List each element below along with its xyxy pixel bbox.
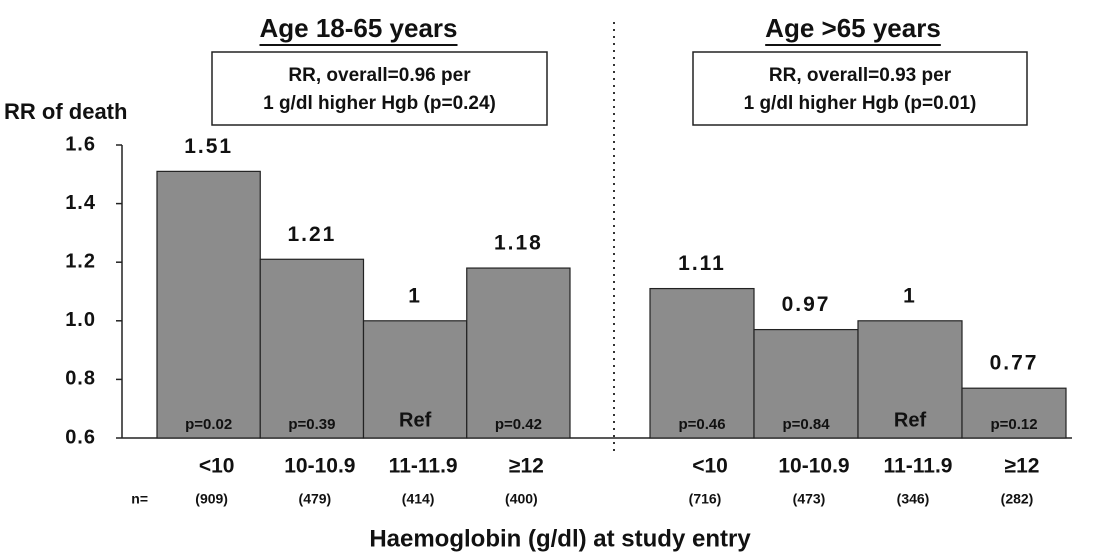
value-label: 0.97: [782, 293, 831, 316]
value-label: 1.18: [494, 232, 543, 255]
bar: [649, 287, 755, 439]
annotation-line: 1 g/dl higher Hgb (p=0.24): [263, 93, 496, 114]
x-tick-label: 10-10.9: [778, 455, 849, 478]
x-tick-label: <10: [692, 455, 728, 478]
p-label: p=0.39: [288, 416, 335, 433]
n-label: (473): [793, 491, 826, 507]
bar: [362, 320, 468, 439]
y-tick-label: 1.4: [65, 192, 96, 214]
x-tick-label: ≥12: [1005, 455, 1040, 478]
n-label: (716): [689, 491, 722, 507]
bar: [466, 267, 571, 439]
annotation-line: 1 g/dl higher Hgb (p=0.01): [744, 93, 977, 114]
n-label: (346): [897, 491, 930, 507]
n-label: (479): [299, 491, 332, 507]
annotation-line: RR, overall=0.96 per: [288, 65, 471, 86]
panel-title: Age 18-65 years: [259, 13, 457, 43]
p-label: p=0.12: [990, 416, 1037, 433]
y-tick-label: 1.6: [65, 133, 96, 155]
annotation-box: [211, 51, 548, 126]
value-label: 1.21: [287, 223, 336, 246]
y-tick-label: 0.8: [65, 368, 96, 390]
x-tick-label: 11-11.9: [389, 455, 458, 478]
p-label: p=0.46: [678, 416, 725, 433]
p-label: Ref: [399, 409, 432, 431]
p-label: Ref: [894, 409, 927, 431]
annotation-line: RR, overall=0.93 per: [769, 65, 952, 86]
bar: [156, 170, 261, 439]
x-tick-label: 10-10.9: [284, 455, 355, 478]
x-tick-label: ≥12: [509, 455, 544, 478]
n-prefix: n=: [131, 491, 148, 507]
bar: [857, 320, 963, 439]
bar: [259, 258, 365, 439]
p-label: p=0.02: [185, 416, 232, 433]
y-tick-label: 1.0: [65, 309, 96, 331]
y-tick-label: 0.6: [65, 426, 96, 448]
value-label: 1: [903, 284, 917, 307]
value-label: 1.11: [678, 252, 726, 275]
x-tick-label: 11-11.9: [884, 455, 953, 478]
panel-title: Age >65 years: [765, 13, 941, 43]
value-label: 1.51: [184, 135, 233, 158]
x-tick-label: <10: [199, 455, 235, 478]
y-axis-label: RR of death: [4, 99, 127, 124]
y-tick-label: 1.2: [65, 250, 96, 272]
x-axis-label: Haemoglobin (g/dl) at study entry: [369, 525, 751, 552]
bar: [961, 387, 1067, 439]
n-label: (414): [402, 491, 435, 507]
p-label: p=0.42: [495, 416, 542, 433]
value-label: 0.77: [990, 352, 1039, 375]
n-label: (909): [195, 491, 228, 507]
n-label: (282): [1001, 491, 1034, 507]
p-label: p=0.84: [782, 416, 830, 433]
n-label: (400): [505, 491, 538, 507]
value-label: 1: [408, 284, 422, 307]
annotation-box: [692, 51, 1028, 126]
